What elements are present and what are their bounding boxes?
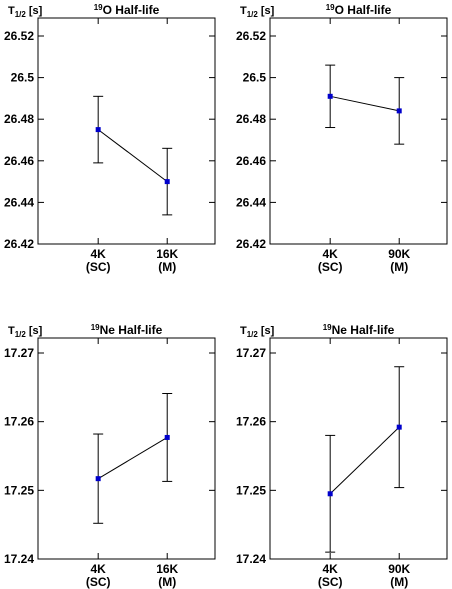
plot-frame [37,17,216,245]
y-axis-label: T1/2 [s] [8,325,43,339]
y-axis-label: T1/2 [s] [8,5,43,19]
x-category-sublabel: (SC) [318,260,343,274]
y-tick-label: 17.26 [4,415,34,429]
chart-panel-4: 17.24 17.25 17.26 17.27 4K(SC) 90K(M) T1/2 [s] 1… [236,323,448,589]
data-point [164,434,170,440]
data-point [396,424,402,430]
chart-title: 19Ne Half-life [91,323,163,337]
x-category-label: 16K [156,562,178,576]
y-tick-label: 26.5 [243,71,267,85]
chart-panel-1: 26.42 26.44 26.46 26.48 26.5 26.52 4K(SC) 16K(M… [4,3,216,274]
y-tick-label: 26.42 [4,237,34,251]
series-line [97,129,168,182]
data-point [327,491,333,497]
y-tick-label: 17.25 [4,483,34,497]
chart-title: 19O Half-life [326,3,392,17]
chart-panel-3: 17.24 17.25 17.26 17.27 4K(SC) 16K(M) T1/2 [s] 1… [4,323,216,589]
chart-panel-2: 26.42 26.44 26.46 26.48 26.5 26.52 4K(SC) 90K(M… [236,3,448,274]
x-category-label: 90K [388,247,410,261]
plot-frame [269,17,448,245]
data-point [396,108,402,114]
x-category-sublabel: (M) [158,260,176,274]
y-tick-label: 26.52 [236,29,266,43]
x-category-sublabel: (M) [158,575,176,589]
y-tick-label: 26.5 [11,71,35,85]
y-tick-label: 26.52 [4,29,34,43]
x-category-sublabel: (SC) [318,575,343,589]
x-category-label: 16K [156,247,178,261]
plot-frame [37,337,216,560]
y-tick-label: 17.26 [236,415,266,429]
y-tick-label: 17.24 [236,552,266,566]
data-point [164,179,170,185]
x-category-sublabel: (SC) [86,575,111,589]
x-category-label: 4K [323,247,339,261]
chart-title: 19Ne Half-life [323,323,395,337]
x-category-label: 90K [388,562,410,576]
x-category-sublabel: (M) [390,260,408,274]
y-tick-label: 26.44 [4,195,34,209]
y-tick-label: 17.27 [236,346,266,360]
data-point [95,476,101,482]
y-tick-label: 26.46 [4,154,34,168]
y-axis-label: T1/2 [s] [240,325,275,339]
y-tick-label: 17.25 [236,483,266,497]
y-tick-label: 26.44 [236,195,266,209]
data-point [327,93,333,99]
plot-frame [269,337,448,560]
y-tick-label: 17.24 [4,552,34,566]
x-category-sublabel: (M) [390,575,408,589]
y-tick-label: 17.27 [4,346,34,360]
x-category-label: 4K [91,562,107,576]
series-line [330,95,400,112]
series-line [97,437,168,480]
y-tick-label: 26.48 [236,112,266,126]
y-tick-label: 26.46 [236,154,266,168]
y-tick-label: 26.48 [4,112,34,126]
y-tick-label: 26.42 [236,237,266,251]
y-axis-label: T1/2 [s] [240,5,275,19]
x-category-label: 4K [323,562,339,576]
data-point [95,127,101,133]
x-category-label: 4K [91,247,107,261]
series-line [329,426,400,495]
chart-title: 19O Half-life [94,3,160,17]
x-category-sublabel: (SC) [86,260,111,274]
